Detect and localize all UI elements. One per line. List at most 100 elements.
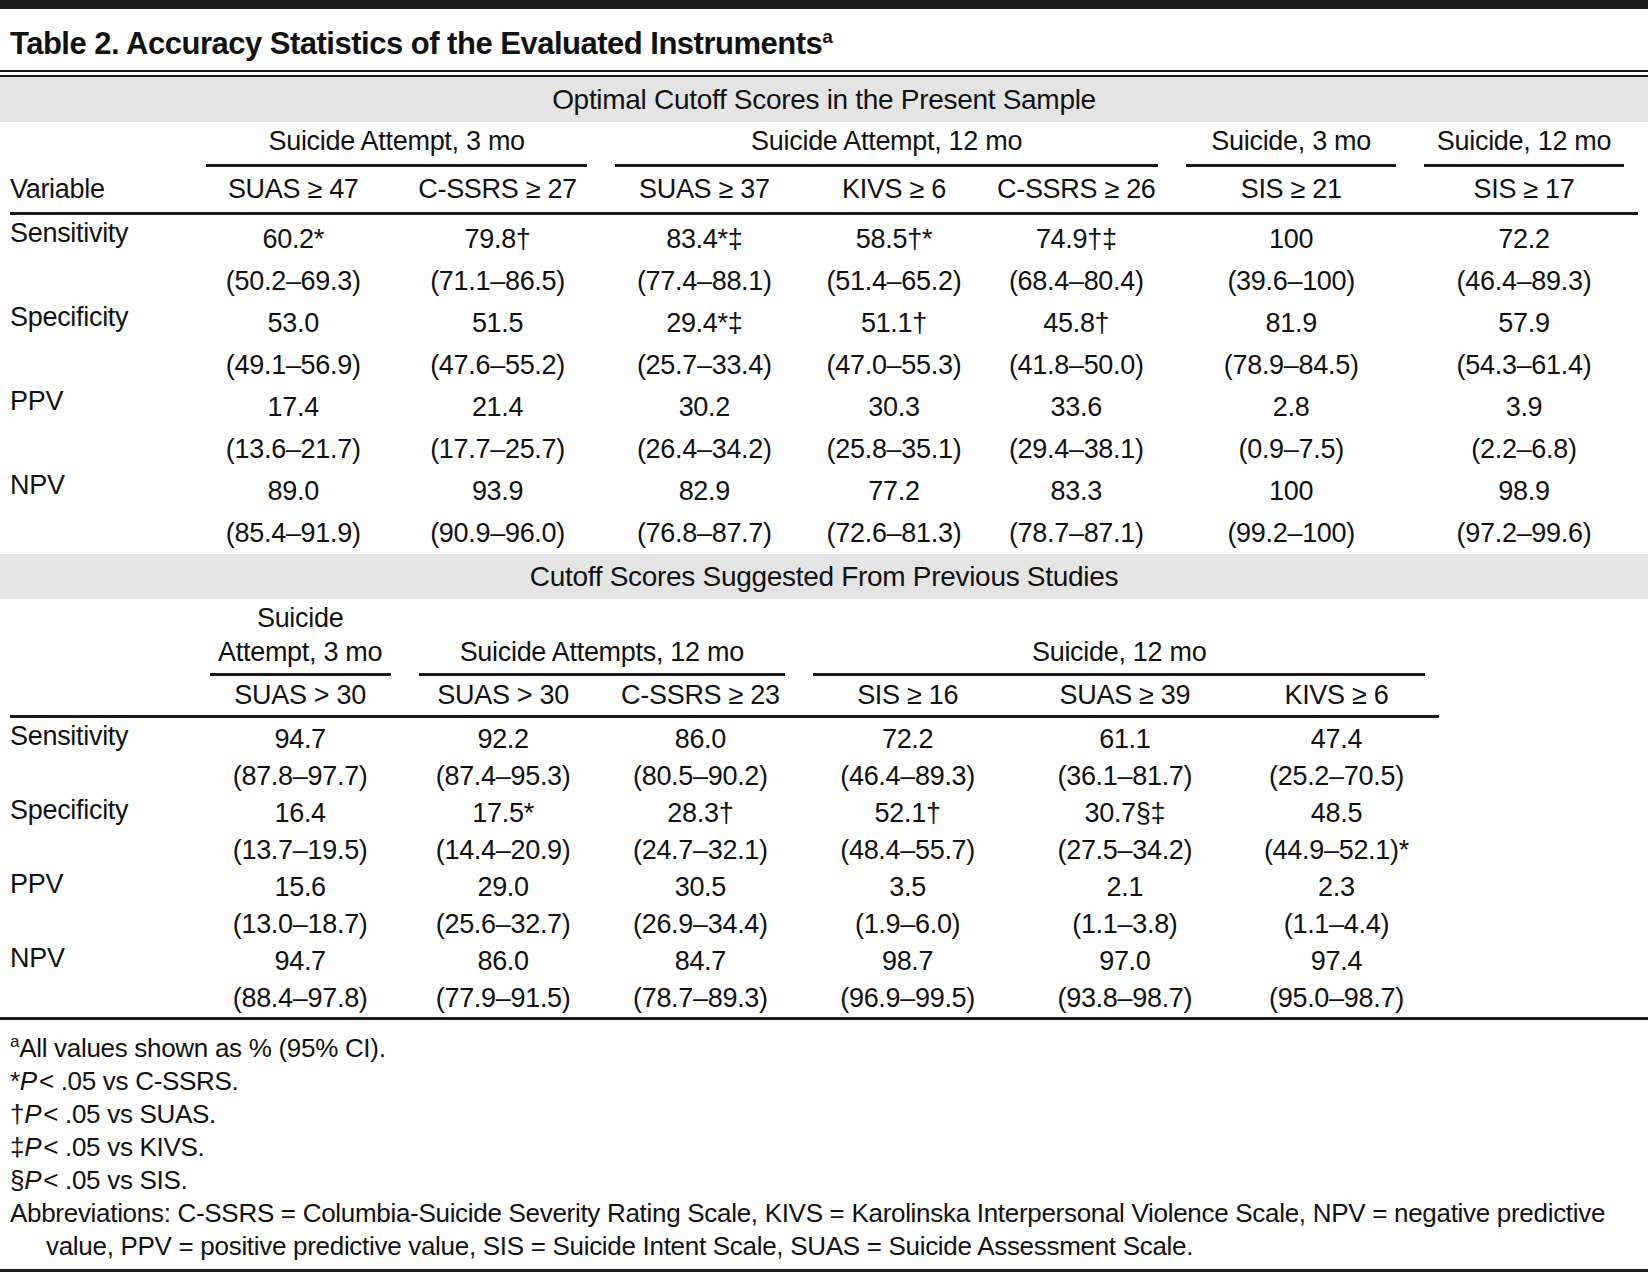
column-header: C-SSRS ≥ 26 [980, 167, 1172, 214]
cell-value: 45.8† [980, 302, 1172, 344]
table-cell: 100(99.2–100) [1172, 470, 1410, 554]
column-header: SIS ≥ 16 [799, 676, 1016, 717]
cell-confidence-interval: (26.9–34.4) [602, 906, 799, 943]
cell-value: 48.5 [1234, 795, 1440, 832]
cell-value: 100 [1172, 218, 1410, 260]
column-header: C-SSRS ≥ 27 [394, 167, 601, 214]
table-cell: 83.3(78.7–87.1) [980, 470, 1172, 554]
cell-value: 21.4 [394, 386, 601, 428]
cell-confidence-interval: (48.4–55.7) [799, 832, 1016, 869]
column-group-header: Suicide, 12 mo [1410, 122, 1638, 167]
table-cell: 60.2*(50.2–69.3) [192, 214, 394, 303]
cell-confidence-interval: (47.0–55.3) [808, 344, 981, 386]
cell-confidence-interval: (13.7–19.5) [196, 832, 405, 869]
table-cell: 30.2(26.4–34.2) [601, 386, 808, 470]
cell-confidence-interval: (78.7–87.1) [980, 512, 1172, 554]
cell-confidence-interval: (2.2–6.8) [1410, 428, 1638, 470]
table-figure: Table 2. Accuracy Statistics of the Eval… [0, 0, 1648, 1272]
cell-confidence-interval: (44.9–52.1)* [1234, 832, 1440, 869]
table-cell: 51.5(47.6–55.2) [394, 302, 601, 386]
table-cell: 58.5†*(51.4–65.2) [808, 214, 981, 303]
top-rule [0, 0, 1648, 9]
cell-value: 47.4 [1234, 721, 1440, 758]
cell-value: 86.0 [602, 721, 799, 758]
cell-confidence-interval: (90.9–96.0) [394, 512, 601, 554]
table-row: PPV15.6(13.0–18.7)29.0(25.6–32.7)30.5(26… [10, 869, 1439, 943]
cell-confidence-interval: (26.4–34.2) [601, 428, 808, 470]
cell-value: 94.7 [196, 943, 405, 980]
column-header: SUAS ≥ 47 [192, 167, 394, 214]
cell-value: 28.3† [602, 795, 799, 832]
cell-confidence-interval: (72.6–81.3) [808, 512, 981, 554]
cell-value: 72.2 [799, 721, 1016, 758]
cell-value: 72.2 [1410, 218, 1638, 260]
footnote-italic: P [24, 1165, 41, 1195]
table-cell: 77.2(72.6–81.3) [808, 470, 981, 554]
column-group-header: Suicide Attempts, 12 mo [405, 599, 800, 676]
table-cell: 82.9(76.8–87.7) [601, 470, 808, 554]
cell-value: 79.8† [394, 218, 601, 260]
table-cell: 97.4(95.0–98.7) [1234, 943, 1440, 1017]
cell-value: 15.6 [196, 869, 405, 906]
cell-confidence-interval: (80.5–90.2) [602, 758, 799, 795]
column-group-header: Suicide Attempt, 3 mo [192, 122, 601, 167]
table-cell: 100(39.6–100) [1172, 214, 1410, 303]
cell-value: 30.3 [808, 386, 981, 428]
table-cell: 2.1(1.1–3.8) [1016, 869, 1233, 943]
optimal-cutoff-table: Suicide Attempt, 3 mo Suicide Attempt, 12… [10, 122, 1638, 554]
footnote: †P< .05 vs SUAS. [10, 1098, 1638, 1131]
footnote: *P< .05 vs C-SSRS. [10, 1065, 1638, 1098]
column-group-row: Suicide Attempt, 3 mo Suicide Attempt, 12… [10, 122, 1638, 167]
column-header: KIVS ≥ 6 [808, 167, 981, 214]
table-cell: 47.4(25.2–70.5) [1234, 717, 1440, 796]
cell-value: 2.8 [1172, 386, 1410, 428]
cell-confidence-interval: (95.0–98.7) [1234, 980, 1440, 1017]
column-group-header: Suicide, 3 mo [1172, 122, 1410, 167]
cell-confidence-interval: (68.4–80.4) [980, 260, 1172, 302]
table-cell: 29.0(25.6–32.7) [405, 869, 602, 943]
table-cell: 89.0(85.4–91.9) [192, 470, 394, 554]
cell-value: 100 [1172, 470, 1410, 512]
cell-confidence-interval: (13.6–21.7) [192, 428, 394, 470]
table-row: NPV94.7(88.4–97.8)86.0(77.9–91.5)84.7(78… [10, 943, 1439, 1017]
footnote-marker: § [10, 1165, 24, 1195]
cell-value: 98.9 [1410, 470, 1638, 512]
cell-value: 30.2 [601, 386, 808, 428]
table-row: Specificity16.4(13.7–19.5)17.5*(14.4–20.… [10, 795, 1439, 869]
table-row: PPV17.4(13.6–21.7)21.4(17.7–25.7)30.2(26… [10, 386, 1638, 470]
table-cell: 45.8†(41.8–50.0) [980, 302, 1172, 386]
cell-confidence-interval: (71.1–86.5) [394, 260, 601, 302]
cell-value: 57.9 [1410, 302, 1638, 344]
row-label: Specificity [10, 795, 196, 869]
table-cell: 17.4(13.6–21.7) [192, 386, 394, 470]
cell-confidence-interval: (29.4–38.1) [980, 428, 1172, 470]
footnote-text: < .05 vs SIS. [43, 1165, 187, 1195]
table-cell: 61.1(36.1–81.7) [1016, 717, 1233, 796]
table-cell: 98.7(96.9–99.5) [799, 943, 1016, 1017]
row-label: Sensitivity [10, 214, 192, 303]
previous-studies-table: Suicide Attempt, 3 moSuicide Attempts, 1… [10, 599, 1439, 1017]
row-label: NPV [10, 470, 192, 554]
table-row: NPV89.0(85.4–91.9)93.9(90.9–96.0)82.9(76… [10, 470, 1638, 554]
cell-confidence-interval: (27.5–34.2) [1016, 832, 1233, 869]
cell-value: 30.7§‡ [1016, 795, 1233, 832]
column-header: SIS ≥ 17 [1410, 167, 1638, 214]
footnote: aAll values shown as % (95% CI). [10, 1025, 1638, 1065]
column-group-label: Suicide Attempt, 12 mo [615, 122, 1158, 167]
table-row: Sensitivity60.2*(50.2–69.3)79.8†(71.1–86… [10, 214, 1638, 303]
cell-confidence-interval: (36.1–81.7) [1016, 758, 1233, 795]
cell-value: 97.4 [1234, 943, 1440, 980]
table-cell: 97.0(93.8–98.7) [1016, 943, 1233, 1017]
table-cell: 2.3(1.1–4.4) [1234, 869, 1440, 943]
cell-confidence-interval: (50.2–69.3) [192, 260, 394, 302]
table-cell: 29.4*‡(25.7–33.4) [601, 302, 808, 386]
cell-value: 97.0 [1016, 943, 1233, 980]
footnote-marker: † [10, 1099, 24, 1129]
column-header: SIS ≥ 21 [1172, 167, 1410, 214]
table-cell: 92.2(87.4–95.3) [405, 717, 602, 796]
table-cell: 74.9†‡(68.4–80.4) [980, 214, 1172, 303]
table-cell: 28.3†(24.7–32.1) [602, 795, 799, 869]
column-group-header: Suicide, 12 mo [799, 599, 1439, 676]
footnote: §P< .05 vs SIS. [10, 1164, 1638, 1197]
column-header: C-SSRS ≥ 23 [602, 676, 799, 717]
